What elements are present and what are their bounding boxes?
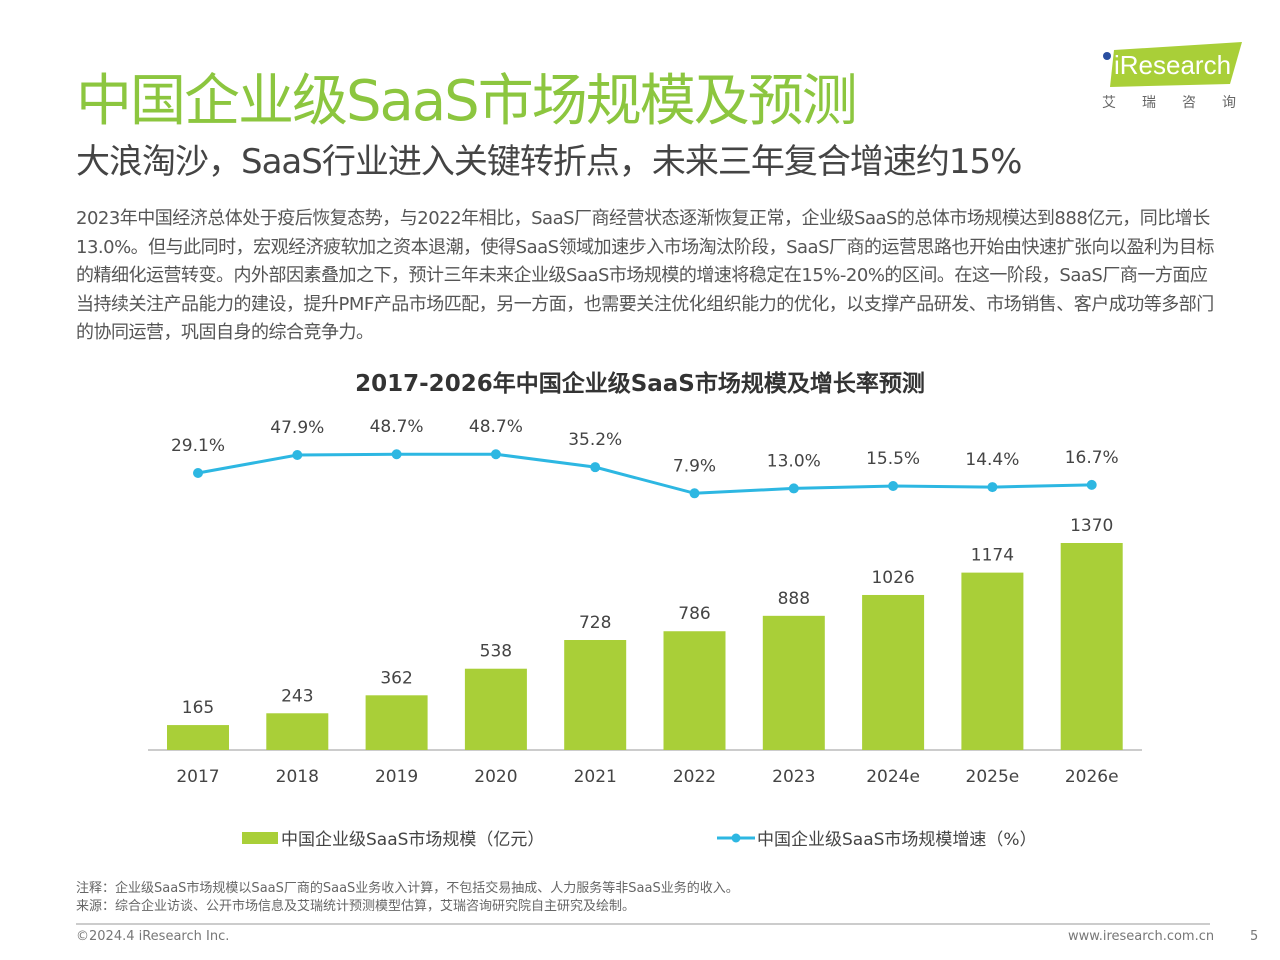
growth-value-label: 15.5%: [866, 449, 920, 469]
legend-line-marker: [731, 833, 741, 843]
footer-divider: [76, 923, 1210, 925]
page-subtitle: 大浪淘沙，SaaS行业进入关键转折点，未来三年复合增速约15%: [76, 142, 1022, 182]
growth-point: [689, 488, 700, 499]
bar-value-label: 888: [778, 589, 810, 609]
copyright: ©2024.4 iResearch Inc.: [76, 929, 230, 944]
growth-value-label: 47.9%: [270, 418, 324, 438]
growth-point: [391, 449, 402, 460]
growth-value-label: 35.2%: [568, 430, 622, 450]
growth-point: [590, 462, 601, 473]
bar-value-label: 165: [182, 698, 214, 718]
page-number: 5: [1250, 929, 1259, 944]
x-tick-label: 2017: [176, 767, 219, 787]
growth-value-label: 7.9%: [673, 456, 716, 476]
x-tick-label: 2024e: [866, 767, 920, 787]
legend-bar-swatch: [242, 832, 278, 844]
bar-value-label: 728: [579, 613, 611, 633]
bar-value-label: 538: [480, 642, 512, 662]
legend-bar-label: 中国企业级SaaS市场规模（亿元）: [281, 830, 544, 850]
growth-value-label: 48.7%: [469, 417, 523, 437]
growth-point: [193, 468, 203, 478]
bar-2017: [167, 725, 229, 750]
x-tick-label: 2026e: [1065, 767, 1119, 787]
growth-point: [490, 449, 501, 460]
bar-value-label: 786: [678, 604, 710, 624]
x-tick-label: 2019: [375, 767, 418, 787]
x-tick-label: 2022: [673, 767, 716, 787]
page-title: 中国企业级SaaS市场规模及预测: [76, 69, 858, 134]
bar-2021: [564, 640, 627, 750]
x-tick-label: 2018: [276, 767, 319, 787]
chart: 165 2017 243 2018 362 2019 538 2020 728 2021 786 20…: [148, 417, 1142, 850]
body-paragraph: 2023年中国经济总体处于疫后恢复态势，与2022年相比，SaaS厂商经营状态逐…: [76, 208, 1215, 343]
bar-value-label: 1026: [871, 568, 914, 588]
growth-value-label: 48.7%: [370, 417, 424, 437]
growth-line: [197, 452, 1092, 495]
bar-2023: [762, 615, 825, 750]
note-text: 注释：企业级SaaS市场规模以SaaS厂商的SaaS业务收入计算，不包括交易抽成…: [76, 881, 739, 896]
bar-value-label: 362: [380, 668, 412, 688]
x-tick-label: 2025e: [966, 767, 1020, 787]
chart-title: 2017-2026年中国企业级SaaS市场规模及增长率预测: [355, 371, 925, 397]
growth-value-label: 14.4%: [965, 450, 1019, 470]
x-tick-label: 2023: [772, 767, 815, 787]
growth-value-label: 13.0%: [767, 451, 821, 471]
bar-2022: [663, 631, 726, 750]
legend-line-label: 中国企业级SaaS市场规模增速（%）: [757, 830, 1037, 850]
bar-value-label: 243: [281, 686, 313, 706]
bar-2018: [266, 713, 329, 750]
bar-2026e: [1060, 543, 1123, 750]
x-tick-label: 2020: [474, 767, 517, 787]
bar-value-label: 1370: [1070, 516, 1113, 536]
source-text: 来源：综合企业访谈、公开市场信息及艾瑞统计预测模型估算，艾瑞咨询研究院自主研究及…: [76, 899, 636, 914]
growth-value-label: 29.1%: [171, 436, 225, 456]
logo-text: iResearch: [1114, 50, 1232, 80]
bar-2025e: [961, 572, 1024, 750]
growth-point: [292, 450, 303, 461]
x-tick-label: 2021: [574, 767, 617, 787]
growth-point: [788, 483, 799, 494]
bar-2020: [464, 668, 527, 750]
growth-value-label: 16.7%: [1065, 448, 1119, 468]
growth-point: [1086, 479, 1097, 490]
website-url: www.iresearch.com.cn: [1068, 929, 1215, 944]
bar-2019: [365, 695, 428, 750]
logo-chinese-text: 艾瑞咨询: [1102, 95, 1262, 111]
iresearch-logo: iResearch 艾瑞咨询: [1100, 42, 1245, 112]
bar-2024e: [862, 594, 925, 750]
growth-point: [888, 481, 899, 492]
growth-point: [987, 482, 998, 493]
legend: 中国企业级SaaS市场规模（亿元） 中国企业级SaaS市场规模增速（%）: [242, 830, 1037, 850]
bar-value-label: 1174: [971, 546, 1014, 566]
notes: 注释：企业级SaaS市场规模以SaaS厂商的SaaS业务收入计算，不包括交易抽成…: [76, 880, 739, 916]
